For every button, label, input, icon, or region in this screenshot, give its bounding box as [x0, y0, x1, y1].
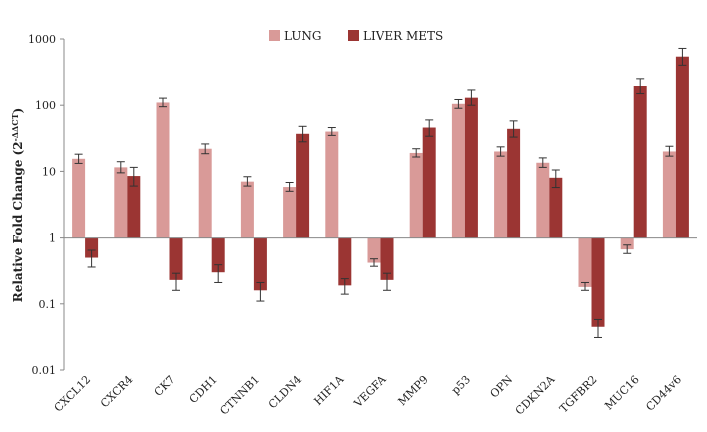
bar-lung-ck7: [156, 102, 170, 238]
y-tick-label: 100: [35, 99, 56, 112]
x-tick-label: TGFBR2: [557, 373, 600, 416]
bar-liver-mets-cd44v6: [675, 56, 689, 238]
bar-liver-mets-cxcr4: [127, 176, 141, 238]
bar-lung-cdkn2a: [536, 162, 550, 238]
bar-liver-mets-hif1a: [338, 237, 352, 286]
legend: LUNG LIVER METS: [269, 29, 443, 43]
x-tick-label: CXCL12: [52, 373, 94, 415]
legend-swatch: [348, 30, 359, 41]
x-tick-label: HIF1A: [311, 372, 347, 408]
bar-liver-mets-cdkn2a: [549, 177, 563, 238]
bar-liver-mets-cxcl12: [85, 237, 99, 258]
x-tick-label: CTNNB1: [217, 373, 262, 418]
y-tick-label: 0.01: [32, 364, 57, 377]
bar-liver-mets-ck7: [169, 237, 183, 280]
bar-lung-cldn4: [283, 187, 297, 238]
bar-lung-muc16: [620, 237, 634, 250]
y-tick-label: 10: [42, 165, 56, 178]
x-tick-label: CD44v6: [643, 373, 684, 414]
bar-liver-mets-tgfbr2: [591, 237, 605, 327]
x-tick-label: CDH1: [187, 373, 220, 406]
bar-lung-cxcl12: [72, 158, 86, 238]
bar-lung-tgfbr2: [578, 237, 592, 287]
bar-lung-opn: [494, 151, 508, 238]
x-tick-label: MUC16: [602, 373, 642, 413]
bar-liver-mets-ctnnb1: [253, 237, 267, 291]
x-tick-label: CLDN4: [266, 373, 304, 411]
bar-lung-hif1a: [325, 131, 339, 238]
legend-label: LUNG: [284, 29, 322, 43]
x-tick-label: CK7: [152, 373, 178, 399]
bar-lung-p53: [451, 103, 465, 238]
bar-lung-cxcr4: [114, 167, 128, 238]
bar-liver-mets-vegfa: [380, 237, 394, 280]
y-tick-label: 0.1: [39, 298, 57, 311]
bar-lung-vegfa: [367, 237, 381, 263]
x-tick-label: CDKN2A: [513, 372, 558, 417]
legend-label: LIVER METS: [363, 29, 443, 43]
x-tick-label: VEGFA: [351, 372, 389, 410]
bar-liver-mets-p53: [464, 97, 478, 238]
bar-lung-cd44v6: [662, 151, 676, 238]
bar-liver-mets-mmp9: [422, 127, 436, 238]
bar-liver-mets-cdh1: [211, 237, 225, 273]
bar-liver-mets-muc16: [633, 85, 647, 238]
x-tick-label: CXCR4: [98, 373, 135, 410]
bars: [72, 47, 689, 338]
y-tick-label: 1000: [28, 33, 56, 46]
x-tick-label: MMP9: [396, 373, 431, 408]
bar-liver-mets-cldn4: [296, 133, 310, 238]
legend-swatch: [269, 30, 280, 41]
x-tick-label: p53: [449, 373, 473, 397]
bar-lung-mmp9: [409, 152, 423, 238]
bar-liver-mets-opn: [507, 128, 521, 238]
bar-lung-cdh1: [198, 148, 212, 238]
x-tick-label: OPN: [488, 373, 516, 401]
y-axis: 0.01 0.1 1 10 100 1000: [28, 33, 65, 377]
y-tick-label: 1: [49, 232, 56, 245]
y-axis-label: Relative Fold Change (2-ΔΔCT): [10, 108, 25, 303]
bar-lung-ctnnb1: [240, 181, 254, 238]
